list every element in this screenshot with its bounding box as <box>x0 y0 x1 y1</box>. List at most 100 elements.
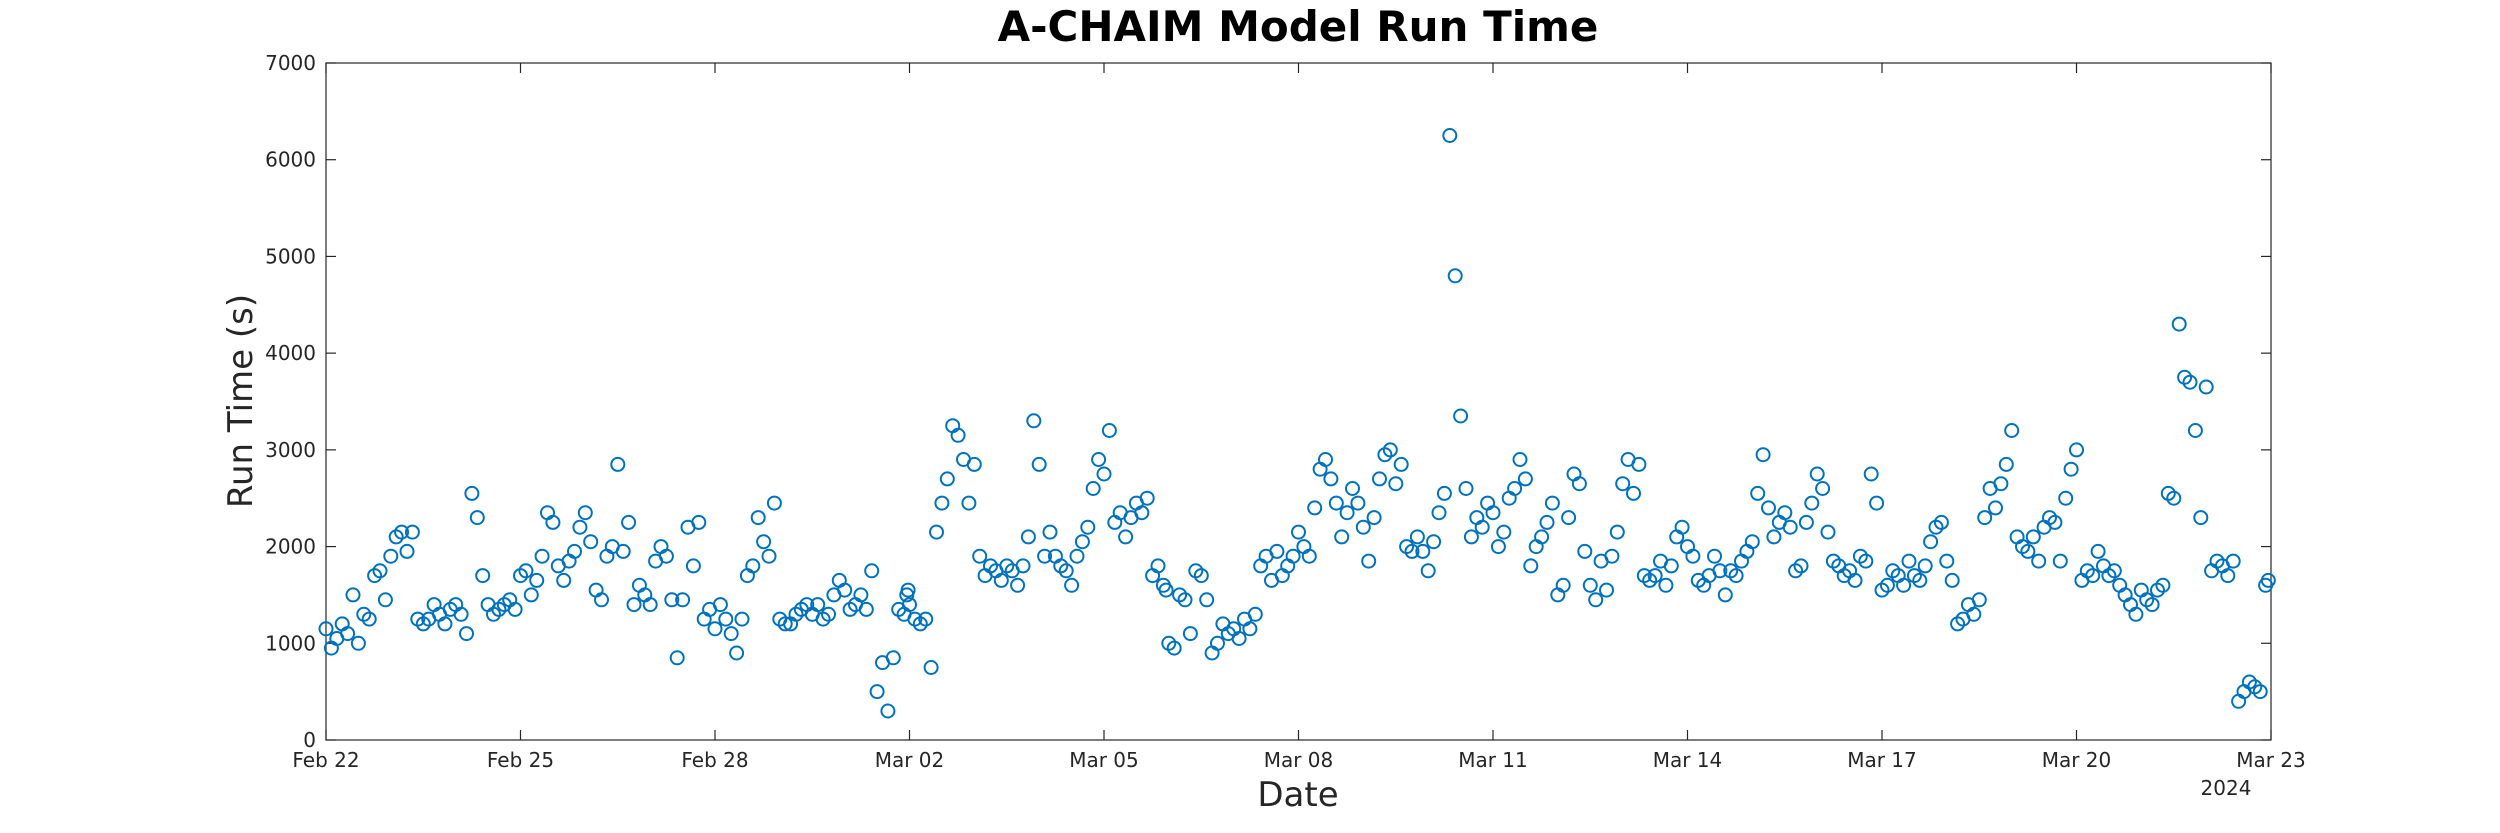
data-point <box>1323 471 1339 487</box>
data-point <box>1496 524 1512 540</box>
data-point <box>1944 572 1960 588</box>
data-point <box>1798 514 1814 530</box>
data-point <box>718 611 734 627</box>
x-tick-label: Mar 23 <box>2236 748 2306 772</box>
axis-ticks: Feb 22 Feb 25 Feb 28 Mar 02 Mar 05 Mar 08 Mar … <box>265 51 2306 772</box>
data-point <box>459 626 474 642</box>
data-point <box>1307 500 1323 516</box>
data-point <box>691 514 707 530</box>
data-point <box>1231 631 1247 646</box>
data-point <box>1085 481 1101 496</box>
data-point <box>658 548 674 564</box>
data-point <box>621 514 637 530</box>
data-point <box>1158 582 1174 598</box>
data-point <box>961 495 977 511</box>
data-point <box>453 606 469 622</box>
data-point <box>2252 684 2268 700</box>
data-point <box>1485 505 1501 521</box>
data-point <box>1804 495 1820 511</box>
data-point <box>1685 548 1701 564</box>
data-point <box>1350 495 1366 511</box>
x-axis-year-label: 2024 <box>2201 776 2252 800</box>
data-point <box>1345 481 1360 496</box>
data-point <box>1712 563 1728 579</box>
data-point <box>1064 577 1080 593</box>
data-point <box>1577 543 1593 559</box>
x-tick-label: Mar 05 <box>1069 748 1139 772</box>
data-point <box>1355 519 1371 535</box>
data-point <box>761 548 777 564</box>
data-point <box>1507 481 1523 496</box>
y-tick-label: 0 <box>303 728 316 752</box>
data-point <box>1372 471 1387 487</box>
data-point <box>437 616 453 632</box>
data-point <box>556 572 572 588</box>
data-point <box>1291 524 1306 540</box>
data-point <box>966 456 982 472</box>
data-point <box>507 601 523 617</box>
data-point <box>1939 553 1955 569</box>
data-point <box>1247 606 1263 622</box>
data-point <box>361 611 377 627</box>
data-point <box>2128 606 2144 622</box>
data-point <box>615 543 631 559</box>
data-point <box>900 582 916 598</box>
data-point <box>2260 572 2276 588</box>
data-point <box>1615 476 1631 492</box>
data-point <box>950 427 966 443</box>
data-point <box>594 592 609 608</box>
x-tick-label: Feb 22 <box>292 748 359 772</box>
data-point <box>2106 563 2122 579</box>
data-point <box>1474 519 1490 535</box>
data-point <box>2220 568 2236 584</box>
data-point <box>675 592 691 608</box>
data-point <box>610 456 626 472</box>
data-point <box>934 495 950 511</box>
data-point <box>1199 592 1215 608</box>
data-point <box>1042 524 1058 540</box>
y-tick-label: 4000 <box>265 341 316 365</box>
data-point <box>2058 490 2074 506</box>
y-axis-title: Run Time (s) <box>221 294 261 508</box>
data-point <box>669 650 685 666</box>
data-point <box>1366 510 1382 526</box>
data-point <box>729 645 745 661</box>
data-point <box>1426 534 1442 550</box>
data-point <box>626 597 642 613</box>
data-point <box>993 572 1009 588</box>
data-point <box>2069 442 2084 458</box>
data-point <box>1534 529 1550 545</box>
x-tick-label: Feb 28 <box>681 748 748 772</box>
data-point <box>1717 587 1733 603</box>
data-point <box>340 626 356 642</box>
data-point <box>1242 621 1258 637</box>
data-point <box>1658 577 1674 593</box>
data-point <box>1750 485 1766 501</box>
x-tick-label: Mar 08 <box>1264 748 1334 772</box>
plot-area <box>325 62 2272 741</box>
data-point <box>1820 524 1836 540</box>
data-point <box>577 505 593 521</box>
data-point <box>469 510 485 526</box>
data-point <box>869 684 885 700</box>
data-point <box>1555 577 1571 593</box>
data-point <box>853 587 869 603</box>
data-point <box>572 519 588 535</box>
data-point <box>2155 577 2171 593</box>
data-point <box>1512 452 1528 467</box>
data-point <box>1782 519 1798 535</box>
data-point <box>2171 316 2187 332</box>
data-point <box>1118 529 1134 545</box>
data-point <box>2090 543 2106 559</box>
data-point <box>1523 558 1539 574</box>
data-point <box>1058 563 1074 579</box>
data-point <box>1647 568 1663 584</box>
y-tick-label: 3000 <box>265 438 316 462</box>
data-point <box>1901 553 1917 569</box>
data-point <box>1674 519 1690 535</box>
data-point <box>545 514 561 530</box>
data-point <box>923 660 939 675</box>
data-point <box>1334 529 1350 545</box>
data-point <box>858 601 874 617</box>
data-point <box>1490 539 1506 555</box>
